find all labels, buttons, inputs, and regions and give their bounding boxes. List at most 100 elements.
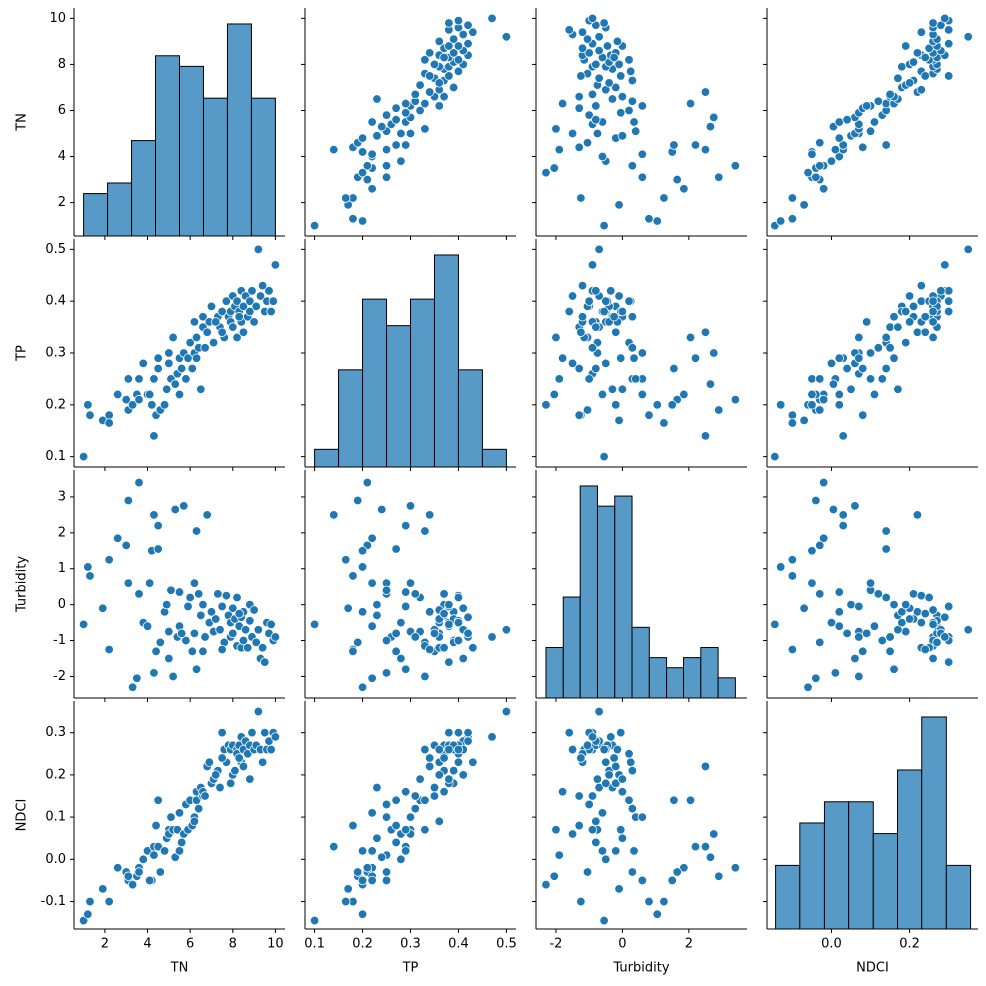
hist-bar [562, 596, 581, 699]
scatter-point [576, 327, 586, 337]
scatter-point [191, 526, 202, 536]
scatter-point [775, 562, 786, 572]
scatter-point [391, 820, 401, 831]
scatter-point [577, 312, 588, 322]
scatter-point [943, 296, 954, 306]
x-tick-label: 2 [101, 937, 109, 952]
scatter-point [591, 837, 601, 848]
scatter-point [614, 291, 624, 301]
scatter-point [245, 616, 255, 626]
scatter-point [453, 617, 464, 628]
hist-bar [848, 801, 874, 930]
scatter-point [243, 643, 253, 653]
x-tick-label: 6 [186, 937, 194, 952]
hist-bar [155, 55, 180, 237]
scatter-point [838, 510, 848, 520]
scatter-point [690, 353, 701, 363]
scatter-point [501, 625, 512, 635]
scatter-point [217, 327, 227, 337]
panel: -0.1 0.0 0.1 0.2 0.3 2 4 6 8 10 [41, 701, 285, 952]
scatter-point [381, 799, 392, 810]
scatter-point [458, 653, 468, 664]
scatter-point [700, 761, 711, 772]
scatter-point [429, 628, 440, 639]
scatter-point [574, 363, 584, 374]
y-tick-label: 0.3 [45, 725, 66, 740]
scatter-point [700, 841, 711, 852]
scatter-point [391, 140, 401, 150]
scatter-point [228, 322, 238, 332]
scatter-point [391, 114, 401, 125]
scatter-point [200, 632, 210, 642]
scatter-point [149, 431, 159, 441]
scatter-point [221, 296, 232, 306]
scatter-point [811, 172, 821, 182]
scatter-point [142, 846, 153, 856]
scatter-point [901, 337, 911, 348]
scatter-point [232, 296, 242, 306]
y-axis-label: TN [15, 113, 30, 132]
scatter-point [577, 280, 588, 291]
scatter-point [424, 48, 435, 58]
hist-bar [457, 369, 483, 468]
scatter-point [225, 778, 236, 789]
scatter-point [627, 312, 638, 322]
scatter-point [549, 389, 559, 400]
scatter-point [381, 110, 392, 120]
scatter-point [943, 38, 954, 49]
y-tick-label: 0.1 [45, 449, 66, 464]
scatter-point [367, 808, 377, 818]
hist-bar [179, 65, 204, 237]
scatter-point [612, 36, 623, 47]
scatter-point [453, 15, 464, 26]
scatter-point [599, 744, 609, 755]
scatter-point [238, 327, 249, 337]
scatter-point [557, 353, 568, 363]
scatter-point [644, 410, 654, 420]
scatter-point [193, 589, 204, 599]
scatter-point [159, 400, 170, 410]
y-tick-label: 0.0 [45, 852, 66, 867]
scatter-point [627, 96, 638, 106]
scatter-point [826, 156, 837, 166]
scatter-point [434, 101, 444, 111]
y-tick-label: 6 [58, 103, 66, 118]
scatter-point [191, 332, 202, 343]
scatter-point [963, 244, 973, 255]
scatter-point [396, 156, 406, 166]
scatter-point [920, 327, 930, 337]
scatter-point [601, 778, 611, 789]
scatter-point [901, 41, 911, 51]
scatter-point [487, 732, 497, 742]
scatter-point [652, 216, 662, 226]
scatter-point [612, 744, 623, 755]
hist-bar [83, 193, 109, 237]
scatter-point [614, 884, 624, 894]
y-tick-label: 10 [49, 11, 66, 26]
scatter-point [341, 896, 351, 907]
scatter-point [185, 337, 195, 348]
y-tick-label: 0.1 [45, 810, 66, 825]
scatter-point [541, 400, 551, 410]
scatter-point [85, 410, 95, 420]
scatter-point [624, 296, 634, 306]
x-tick-label: 0.1 [304, 937, 325, 952]
scatter-point [842, 363, 852, 374]
scatter-point [162, 384, 172, 394]
scatter-point [564, 306, 574, 317]
scatter-point [799, 603, 809, 613]
scatter-point [453, 66, 464, 77]
x-tick-label: 0.3 [400, 937, 421, 952]
scatter-point [815, 374, 825, 384]
scatter-point [842, 628, 852, 639]
scatter-point [257, 643, 268, 653]
scatter-point [439, 643, 449, 653]
scatter-point [920, 71, 930, 81]
scatter-point [410, 589, 420, 599]
hist-bar [666, 667, 685, 699]
y-tick-label: 0.4 [45, 294, 66, 309]
scatter-point [444, 18, 454, 28]
scatter-point [372, 599, 382, 610]
scatter-point [644, 896, 654, 907]
scatter-point [245, 774, 255, 784]
